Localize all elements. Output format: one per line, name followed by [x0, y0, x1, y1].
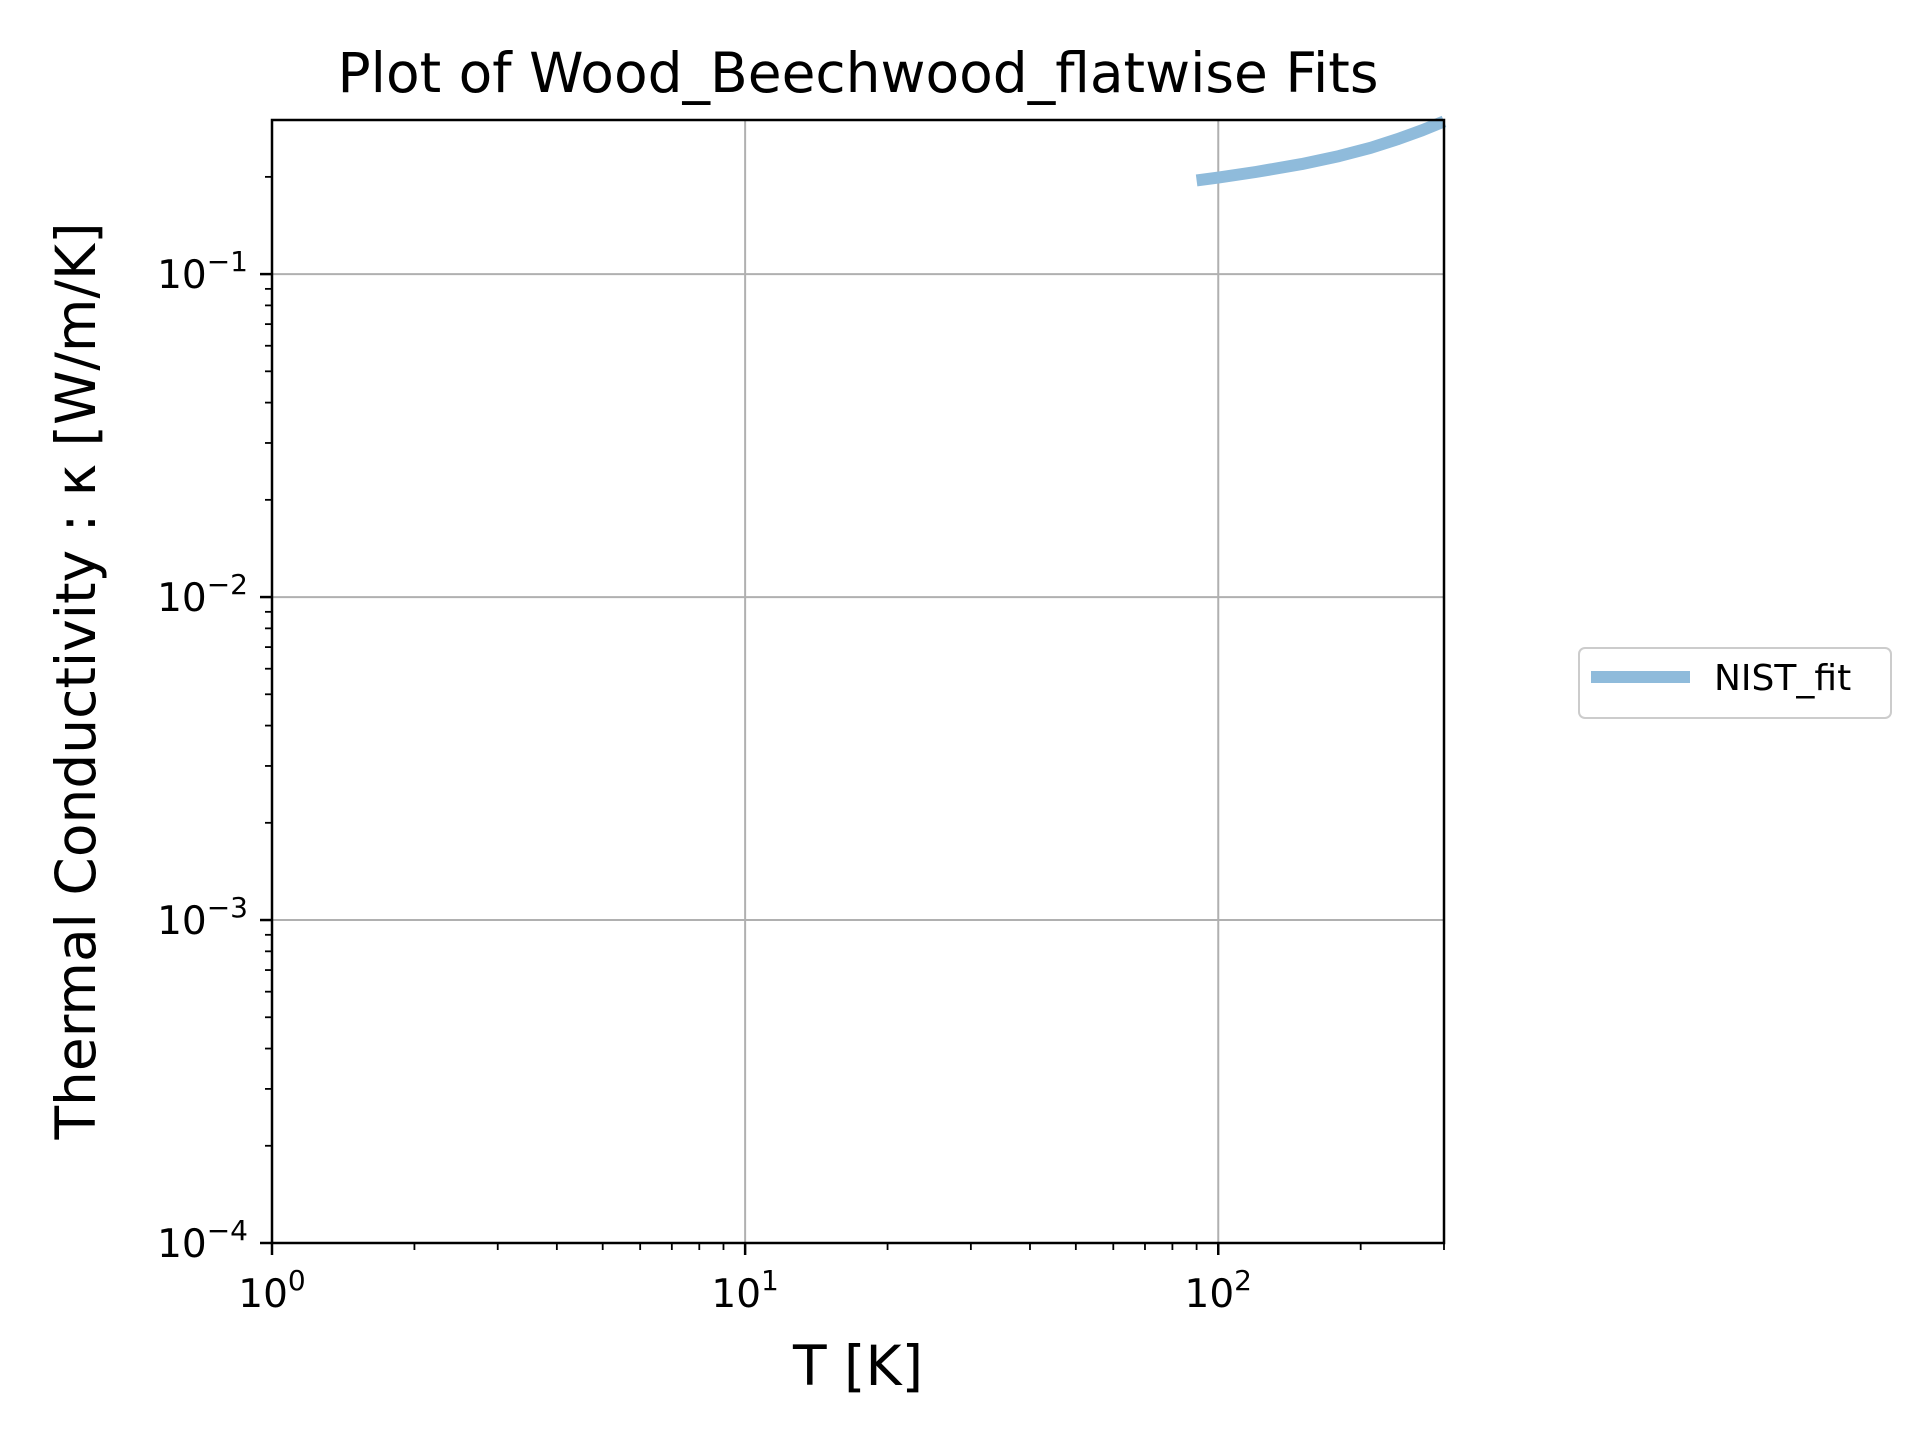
series-layer	[1195, 115, 1447, 187]
y-tick-label: 10−1	[157, 245, 248, 298]
grid	[272, 120, 1444, 1243]
major-ticks	[260, 272, 1220, 1255]
tick-labels: 100 101 102 10−4 10−3 10−2 10−1	[157, 245, 1252, 1317]
series-line	[1195, 115, 1447, 187]
legend-box	[1578, 647, 1892, 719]
chart-title: Plot of Wood_Beechwood_flatwise Fits	[338, 41, 1379, 105]
x-tick-label: 100	[238, 1264, 305, 1317]
y-tick-label: 10−2	[157, 568, 248, 621]
legend-label: NIST_fit	[1714, 658, 1851, 699]
x-tick-label: 102	[1185, 1264, 1252, 1317]
y-tick-label: 10−4	[157, 1214, 248, 1267]
plot-frame	[270, 118, 1446, 1245]
y-axis-label: Thermal Conductivity : κ [W/m/K]	[44, 222, 108, 1140]
y-tick-label: 10−3	[157, 891, 248, 944]
x-axis-label: T [K]	[792, 1334, 923, 1398]
legend: NIST_fit	[1578, 647, 1892, 719]
x-tick-label: 101	[711, 1264, 778, 1317]
